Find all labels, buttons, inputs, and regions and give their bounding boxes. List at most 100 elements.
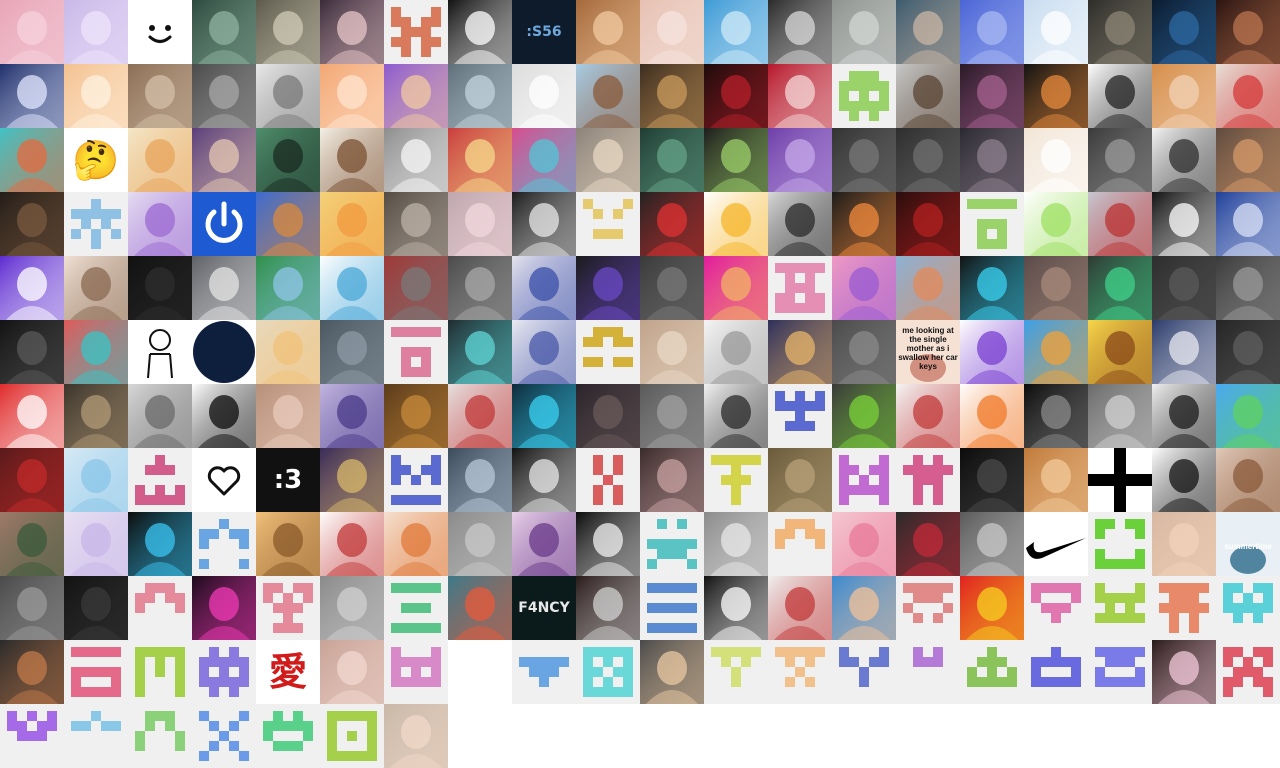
avatar-anime-chalk[interactable] <box>448 320 512 384</box>
avatar-identicon[interactable] <box>896 576 960 640</box>
avatar-joker-photo[interactable] <box>640 64 704 128</box>
avatar-manga-character[interactable] <box>768 0 832 64</box>
avatar-cartoon-headphone-kid[interactable] <box>320 128 384 192</box>
avatar-car-dark[interactable] <box>576 576 640 640</box>
avatar-smiley-face[interactable] <box>128 0 192 64</box>
avatar-bearded-man-cartoon[interactable] <box>576 64 640 128</box>
avatar-3d-boy-avatar[interactable] <box>896 64 960 128</box>
avatar-geodesic-dome-forest[interactable] <box>192 0 256 64</box>
avatar-white-red-anime[interactable] <box>896 384 960 448</box>
avatar-hearts-selfie[interactable] <box>640 448 704 512</box>
avatar-identicon[interactable] <box>896 640 960 704</box>
avatar-identicon[interactable] <box>960 192 1024 256</box>
avatar-identicon[interactable] <box>320 704 384 768</box>
avatar-identicon[interactable] <box>704 448 768 512</box>
avatar-cartoon-boy-blue[interactable] <box>832 576 896 640</box>
avatar-ninja-mask[interactable] <box>384 256 448 320</box>
avatar-red-demon-girl[interactable] <box>64 320 128 384</box>
avatar-dark-blue-circle[interactable] <box>192 320 256 384</box>
avatar-hallway-figure[interactable] <box>320 576 384 640</box>
avatar-identicon[interactable] <box>384 640 448 704</box>
avatar-identicon[interactable] <box>256 576 320 640</box>
avatar-cross-flower[interactable] <box>1024 192 1088 256</box>
avatar-identicon[interactable] <box>512 640 576 704</box>
avatar-identicon[interactable] <box>64 704 128 768</box>
avatar-vtuber-red[interactable] <box>0 384 64 448</box>
avatar-red-hair-dark[interactable] <box>0 448 64 512</box>
avatar-red-rose[interactable] <box>704 64 768 128</box>
avatar-goth-anime-girl[interactable] <box>960 512 1024 576</box>
avatar-foggy-landscape[interactable] <box>320 320 384 384</box>
avatar-identicon[interactable] <box>832 640 896 704</box>
avatar-spongebob[interactable] <box>1088 320 1152 384</box>
avatar-e-logo[interactable] <box>704 576 768 640</box>
avatar-neon-cube-logo[interactable] <box>1152 0 1216 64</box>
avatar-dark-hooded[interactable] <box>1152 256 1216 320</box>
avatar-identicon[interactable] <box>128 576 192 640</box>
avatar-grey-knight[interactable] <box>448 448 512 512</box>
avatar-identicon[interactable] <box>192 640 256 704</box>
avatar-cartoon-brown-hair[interactable] <box>1152 64 1216 128</box>
avatar-pink-witch-girl[interactable] <box>832 256 896 320</box>
avatar-orange-hair-waving[interactable] <box>384 512 448 576</box>
avatar-identicon[interactable] <box>576 320 640 384</box>
avatar-stick-figure[interactable] <box>128 320 192 384</box>
avatar-cyan-glow-character[interactable] <box>512 384 576 448</box>
avatar-identicon[interactable] <box>576 448 640 512</box>
avatar-brown-cat-drawing[interactable] <box>1024 448 1088 512</box>
avatar-p-symbol[interactable] <box>1152 448 1216 512</box>
avatar-blonde-dark[interactable] <box>64 384 128 448</box>
avatar-cat-ears-sketch[interactable] <box>1152 128 1216 192</box>
avatar-dark-anime-girl[interactable] <box>0 320 64 384</box>
avatar-identicon[interactable] <box>768 256 832 320</box>
avatar-tripod-silhouette[interactable] <box>1088 128 1152 192</box>
avatar-clownfish[interactable] <box>960 384 1024 448</box>
avatar-black-cat-circle[interactable] <box>192 384 256 448</box>
avatar-manga-circle[interactable] <box>1152 384 1216 448</box>
avatar-cat-shadow[interactable] <box>640 256 704 320</box>
avatar-cat-sitting[interactable] <box>448 512 512 576</box>
avatar-dark-pink-anime[interactable] <box>960 64 1024 128</box>
avatar-heart-outline[interactable] <box>192 448 256 512</box>
avatar-soldier-green[interactable] <box>640 128 704 192</box>
avatar-gun-photo[interactable] <box>448 256 512 320</box>
avatar-white-hair-chibi[interactable] <box>512 256 576 320</box>
avatar-blue-wolf[interactable] <box>960 0 1024 64</box>
avatar-identicon[interactable] <box>1152 576 1216 640</box>
avatar-anime-pink-hair[interactable] <box>0 0 64 64</box>
avatar-robot-character[interactable] <box>448 64 512 128</box>
avatar-blonde-anime-boy[interactable] <box>448 128 512 192</box>
avatar-green-square-logo[interactable] <box>1088 256 1152 320</box>
avatar-identicon[interactable] <box>64 640 128 704</box>
avatar-identicon[interactable] <box>1024 640 1088 704</box>
avatar-hammer-sickle-girl[interactable] <box>960 576 1024 640</box>
avatar-s56-logo[interactable]: :S56 <box>512 0 576 64</box>
avatar-identicon[interactable] <box>384 448 448 512</box>
avatar-manga-hat[interactable] <box>768 192 832 256</box>
avatar-hooded-figure[interactable] <box>384 192 448 256</box>
avatar-brown-hair-anime[interactable] <box>64 256 128 320</box>
avatar-v-logo[interactable] <box>0 256 64 320</box>
avatar-witch-hat-drawing[interactable] <box>704 384 768 448</box>
avatar-fox-sketch[interactable] <box>128 128 192 192</box>
avatar-white-lilac-anime[interactable] <box>64 512 128 576</box>
avatar-purple-robot-cartoon[interactable] <box>960 320 1024 384</box>
avatar-zero-two-anime[interactable] <box>832 512 896 576</box>
avatar-blue-hair-chibi[interactable] <box>512 320 576 384</box>
avatar-anime-brown-hair[interactable] <box>640 0 704 64</box>
avatar-nike-swoosh[interactable] <box>1024 512 1088 576</box>
avatar-red-nails[interactable] <box>896 512 960 576</box>
avatar-anime-boy-sword[interactable] <box>768 320 832 384</box>
avatar-pink-hair-anime[interactable] <box>512 128 576 192</box>
avatar-blonde-girl[interactable] <box>1152 512 1216 576</box>
avatar-grey-cat-block[interactable] <box>704 320 768 384</box>
avatar-identicon[interactable] <box>832 64 896 128</box>
avatar-white-hair-red-eyes[interactable] <box>448 384 512 448</box>
avatar-tuxedo-cat[interactable] <box>512 192 576 256</box>
avatar-identicon[interactable] <box>384 320 448 384</box>
avatar-anime-sketch-bw[interactable] <box>128 384 192 448</box>
avatar-blue-furry[interactable] <box>256 256 320 320</box>
avatar-identicon[interactable] <box>832 448 896 512</box>
avatar-man-finger-lips[interactable] <box>0 512 64 576</box>
avatar-cream-anime-girl[interactable] <box>1024 128 1088 192</box>
